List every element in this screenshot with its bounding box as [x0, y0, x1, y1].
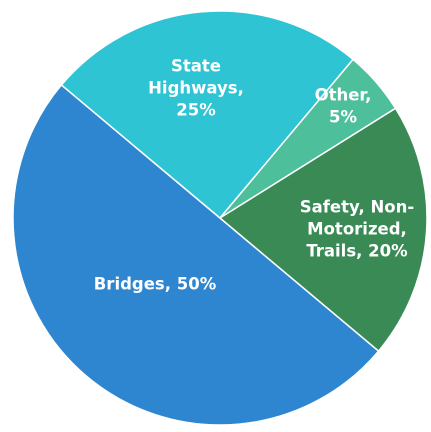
slice-label: 5% [329, 108, 357, 127]
pie-slice [12, 83, 380, 426]
slice-label: Highways, [148, 79, 244, 98]
slice-label: Motorized, [307, 220, 407, 239]
slice-label: Trails, 20% [306, 242, 408, 261]
slice-label: 25% [176, 101, 216, 120]
slice-label: State [171, 57, 221, 76]
pie-slice [60, 10, 355, 220]
pie-slice [218, 107, 428, 353]
slice-label: Other, [315, 86, 372, 105]
slice-label: Safety, Non- [300, 198, 415, 217]
slice-label: Bridges, 50% [94, 275, 217, 294]
